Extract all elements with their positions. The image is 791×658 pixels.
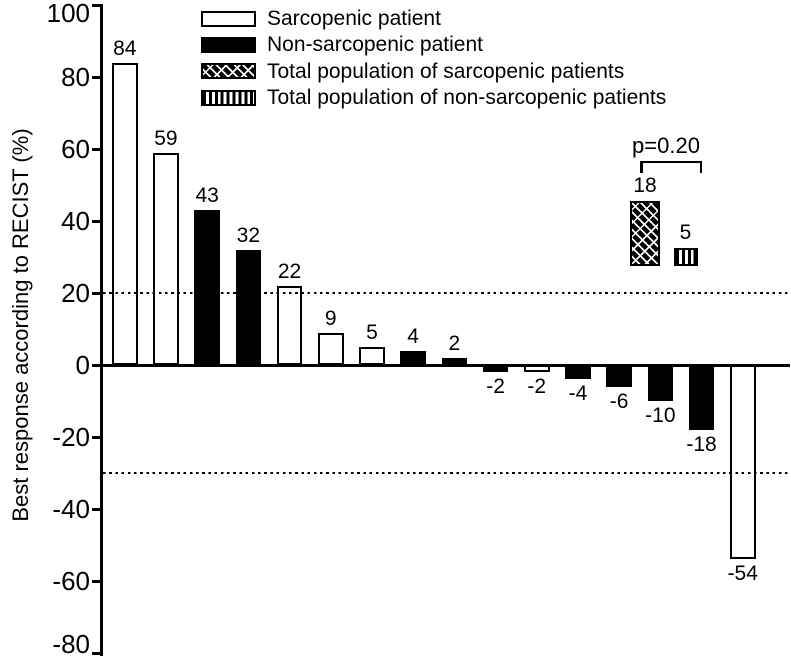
bar [359,347,385,365]
bar-value-label: 9 [324,306,337,330]
inset-bar [630,201,660,266]
bar-value-label: 2 [448,331,461,355]
inset-bar [673,248,698,266]
y-axis-tick-label: -40 [52,493,90,524]
reference-line-20 [102,291,790,295]
y-axis-tick [91,507,101,511]
bar-value-label: 59 [154,126,178,150]
x-axis-line [99,363,790,367]
bar-value-label: -2 [527,375,547,399]
p-value-label: p=0.20 [632,133,700,158]
inset-bar-value-label: 5 [679,221,692,244]
bar [194,210,220,365]
y-axis-tick-label: 100 [46,0,90,28]
bar-value-label: 22 [277,259,302,283]
significance-bracket-left-tick [640,160,643,173]
bar [276,285,303,365]
legend-swatch-hatch-diagonal-icon [201,63,256,80]
bar [606,365,632,387]
y-axis-tick-label: 20 [61,277,90,308]
legend-swatch-solid-icon [201,36,256,53]
bar-value-label: -6 [609,389,629,413]
bar [730,365,756,560]
bar [482,365,509,373]
y-axis-tick [91,147,101,151]
legend-label: Non-sarcopenic patient [267,33,483,57]
legend-label: Total population of sarcopenic patients [267,59,625,83]
legend-item: Non-sarcopenic patient [201,33,666,57]
reference-line--30 [102,471,790,475]
y-axis-tick [91,363,101,367]
bar-value-label: -4 [568,382,588,406]
significance-bracket [640,160,702,163]
inset-bar-value-label: 18 [633,174,657,198]
y-axis-tick [91,435,101,439]
bar [400,350,426,365]
y-axis-line [99,3,103,656]
significance-bracket-right-tick [699,160,702,173]
y-axis-tick-label: -80 [52,629,90,658]
y-axis-tick-label: -20 [52,421,90,452]
legend-item: Sarcopenic patient [201,7,666,30]
bar-value-label: -2 [486,375,505,399]
bar-value-label: 4 [407,324,419,348]
y-axis-tick [91,651,101,655]
bar-value-label: -18 [686,432,717,456]
bar [153,152,179,365]
bar [235,249,262,365]
y-axis-tick-label: 40 [61,205,90,236]
bar [318,332,344,365]
y-axis-tick-label: 80 [61,61,90,92]
legend-item: Total population of sarcopenic patients [201,59,666,83]
legend-label: Total population of non-sarcopenic patie… [267,86,667,110]
y-axis-tick [91,3,101,7]
legend-swatch-hatch-vertical-icon [201,89,256,106]
y-axis-tick [91,579,101,583]
y-axis-tick-label: -60 [52,565,90,596]
bar [565,365,591,380]
bar [524,365,550,373]
bar [112,62,138,365]
legend: Sarcopenic patient Non-sarcopenic patient… [201,7,667,116]
legend-swatch-open-icon [201,10,256,27]
y-axis-tick-label: 60 [61,133,90,164]
y-axis-tick [91,219,101,223]
bar-value-label: 5 [366,321,378,344]
bar-value-label: -54 [727,562,758,586]
bar [647,365,674,401]
bar [441,357,468,365]
y-axis-tick-label: 0 [75,349,90,380]
bar-value-label: 32 [236,223,261,247]
y-axis-tick [91,75,101,79]
bar [688,365,715,430]
bar-value-label: 43 [195,184,219,208]
legend-label: Sarcopenic patient [267,7,441,30]
legend-item: Total population of non-sarcopenic patie… [201,86,667,110]
y-axis-tick [91,291,101,295]
bar-value-label: 84 [113,36,137,60]
bar-value-label: -10 [645,404,676,427]
